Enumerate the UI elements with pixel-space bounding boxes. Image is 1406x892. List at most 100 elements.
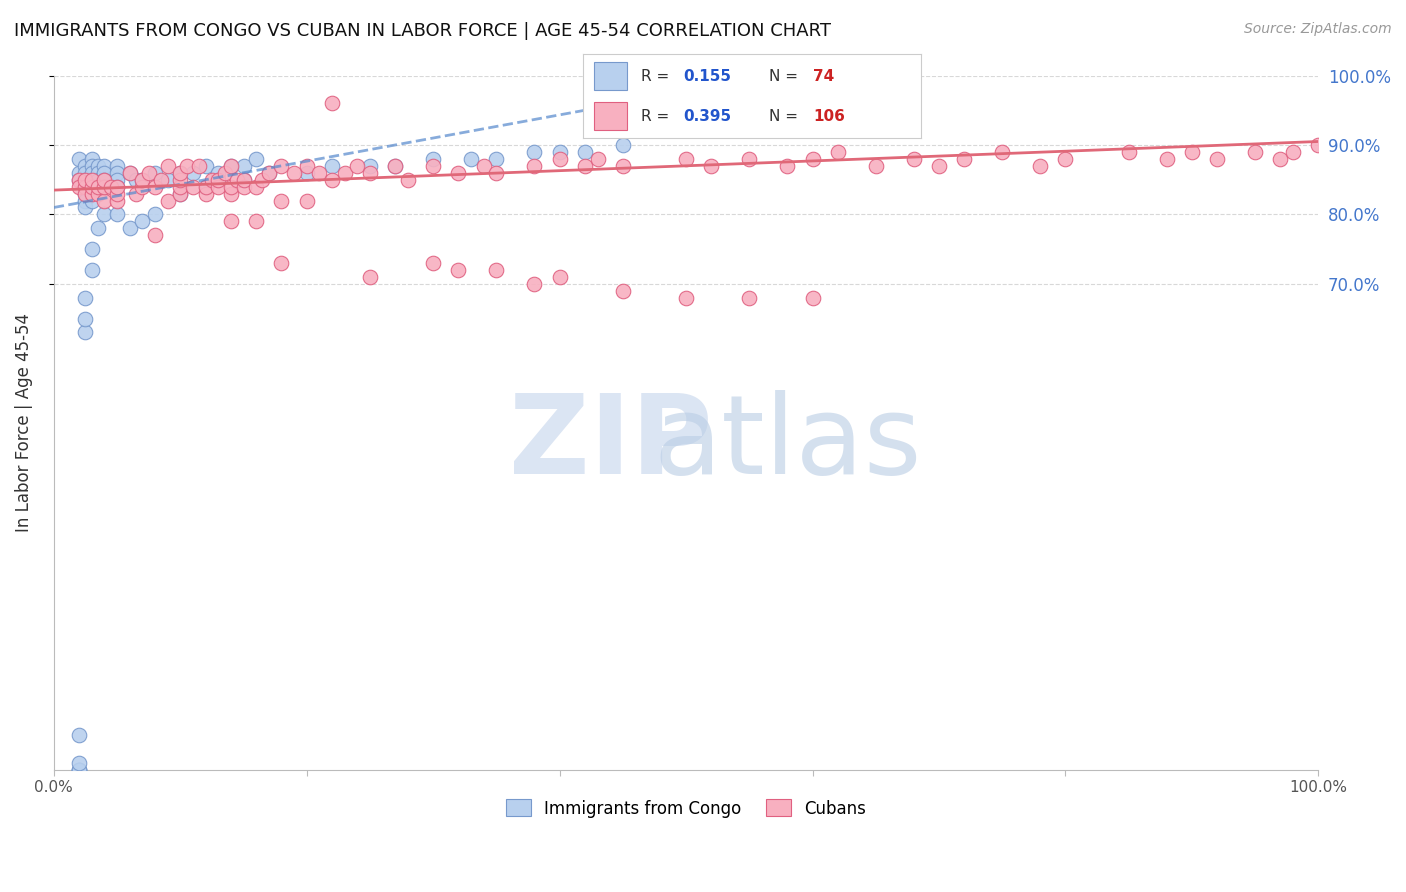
Point <box>801 152 824 166</box>
Point <box>67 179 90 194</box>
Text: 74: 74 <box>813 69 834 84</box>
Point <box>194 186 217 201</box>
Point <box>80 186 103 201</box>
Point <box>257 166 280 180</box>
Point <box>105 186 128 201</box>
Point <box>245 152 267 166</box>
Point <box>93 179 115 194</box>
Point <box>67 152 90 166</box>
Text: atlas: atlas <box>652 390 921 497</box>
Point <box>80 179 103 194</box>
Point <box>194 159 217 173</box>
Point <box>295 194 318 208</box>
Point <box>93 159 115 173</box>
Point <box>384 159 406 173</box>
Point <box>80 172 103 186</box>
Point <box>105 207 128 221</box>
Point <box>207 179 229 194</box>
Point <box>105 179 128 194</box>
Point <box>169 172 191 186</box>
Point <box>321 172 343 186</box>
Point <box>586 152 609 166</box>
Point <box>87 159 110 173</box>
Point <box>219 159 242 173</box>
Point <box>143 207 166 221</box>
Point <box>80 172 103 186</box>
Point <box>1282 145 1305 159</box>
Text: 106: 106 <box>813 109 845 124</box>
Point <box>75 179 97 194</box>
Point <box>125 186 148 201</box>
Point <box>548 145 571 159</box>
Point <box>738 291 761 305</box>
Point <box>738 152 761 166</box>
Point <box>156 159 179 173</box>
Point <box>359 269 381 284</box>
Point <box>143 166 166 180</box>
Point <box>359 166 381 180</box>
Point <box>270 159 292 173</box>
Point <box>87 166 110 180</box>
Point <box>283 166 305 180</box>
Point <box>523 159 546 173</box>
Point <box>612 284 634 298</box>
Point <box>100 179 122 194</box>
Point <box>612 159 634 173</box>
Point <box>295 159 318 173</box>
Point <box>67 763 90 777</box>
Point <box>169 179 191 194</box>
Point <box>67 728 90 742</box>
Point <box>67 166 90 180</box>
Point <box>150 172 173 186</box>
Text: R =: R = <box>641 109 673 124</box>
Point <box>131 214 153 228</box>
Bar <box>593 62 627 90</box>
Point <box>131 172 153 186</box>
Y-axis label: In Labor Force | Age 45-54: In Labor Force | Age 45-54 <box>15 313 32 533</box>
Point <box>181 166 204 180</box>
Point <box>75 159 97 173</box>
Point <box>131 172 153 186</box>
Point <box>105 166 128 180</box>
Point <box>1206 152 1229 166</box>
Point <box>226 172 249 186</box>
Point <box>67 172 90 186</box>
Point <box>1118 145 1140 159</box>
Point <box>384 159 406 173</box>
Point <box>612 138 634 153</box>
Point <box>472 159 495 173</box>
Point <box>1270 152 1292 166</box>
Point <box>80 166 103 180</box>
Point <box>219 159 242 173</box>
Point <box>105 159 128 173</box>
Point <box>1308 138 1330 153</box>
Point <box>447 263 470 277</box>
Point <box>245 214 267 228</box>
Point <box>675 291 697 305</box>
Point <box>232 179 254 194</box>
Point <box>80 179 103 194</box>
Point <box>87 172 110 186</box>
Point <box>80 263 103 277</box>
Point <box>485 263 508 277</box>
Point <box>1244 145 1267 159</box>
Point <box>80 152 103 166</box>
Point <box>118 166 141 180</box>
Point <box>232 172 254 186</box>
Point <box>131 179 153 194</box>
Point <box>991 145 1014 159</box>
Point <box>93 166 115 180</box>
Point <box>776 159 799 173</box>
Point <box>574 145 596 159</box>
Point <box>801 291 824 305</box>
Point <box>75 311 97 326</box>
Point <box>75 179 97 194</box>
Text: IMMIGRANTS FROM CONGO VS CUBAN IN LABOR FORCE | AGE 45-54 CORRELATION CHART: IMMIGRANTS FROM CONGO VS CUBAN IN LABOR … <box>14 22 831 40</box>
Point <box>75 291 97 305</box>
Point <box>295 166 318 180</box>
Point <box>245 179 267 194</box>
Point <box>548 269 571 284</box>
Point <box>346 159 368 173</box>
Point <box>67 763 90 777</box>
Point <box>207 172 229 186</box>
